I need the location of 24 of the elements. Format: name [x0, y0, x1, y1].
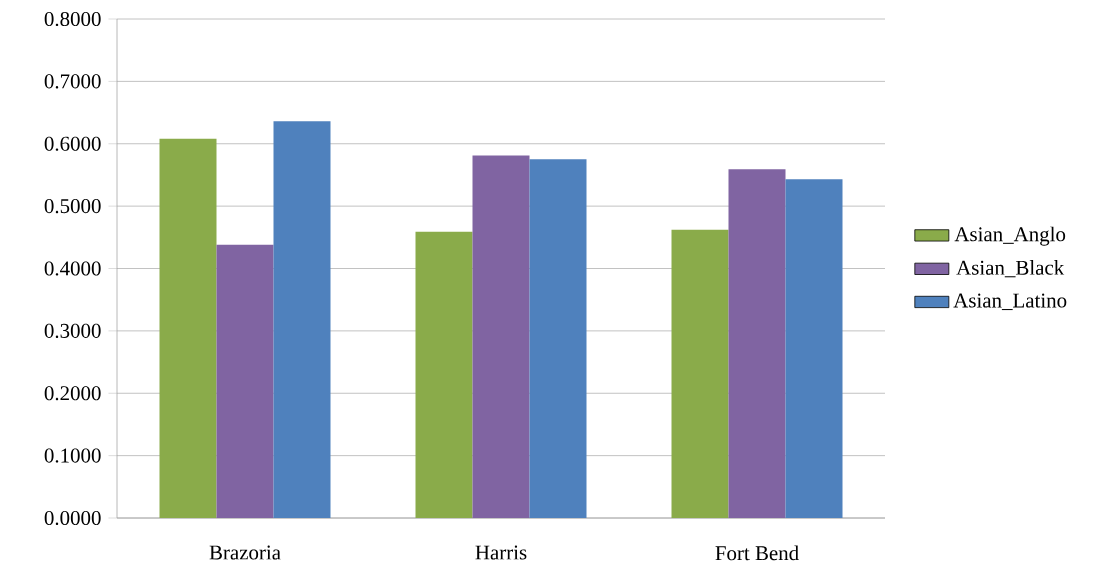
- legend-label: Asian_Latino: [953, 293, 1067, 311]
- bar: [273, 121, 331, 518]
- bar: [728, 169, 786, 518]
- x-tick-label: Harris: [475, 545, 527, 560]
- y-tick-label: 0.5000: [44, 199, 101, 214]
- legend-label: Asian_Black: [956, 260, 1065, 278]
- x-tick-label: Fort Bend: [715, 545, 799, 561]
- y-tick-label: 0.4000: [44, 261, 101, 276]
- y-tick-label: 0.3000: [44, 323, 101, 338]
- x-tick-label: Brazoria: [209, 545, 281, 560]
- y-tick-label: 0.0000: [44, 510, 101, 526]
- bar: [529, 159, 587, 518]
- y-tick-label: 0.1000: [44, 448, 101, 463]
- bar: [472, 155, 530, 518]
- bar: [415, 231, 473, 518]
- y-tick-label: 0.8000: [44, 11, 101, 27]
- legend-label: Asian_Anglo: [954, 226, 1066, 246]
- y-tick-label: 0.2000: [44, 386, 101, 401]
- y-tick-label: 0.7000: [44, 74, 101, 89]
- y-tick-label: 0.6000: [44, 136, 101, 151]
- bar: [785, 179, 843, 518]
- bar: [671, 229, 729, 518]
- bar: [159, 138, 217, 518]
- bar: [216, 244, 274, 518]
